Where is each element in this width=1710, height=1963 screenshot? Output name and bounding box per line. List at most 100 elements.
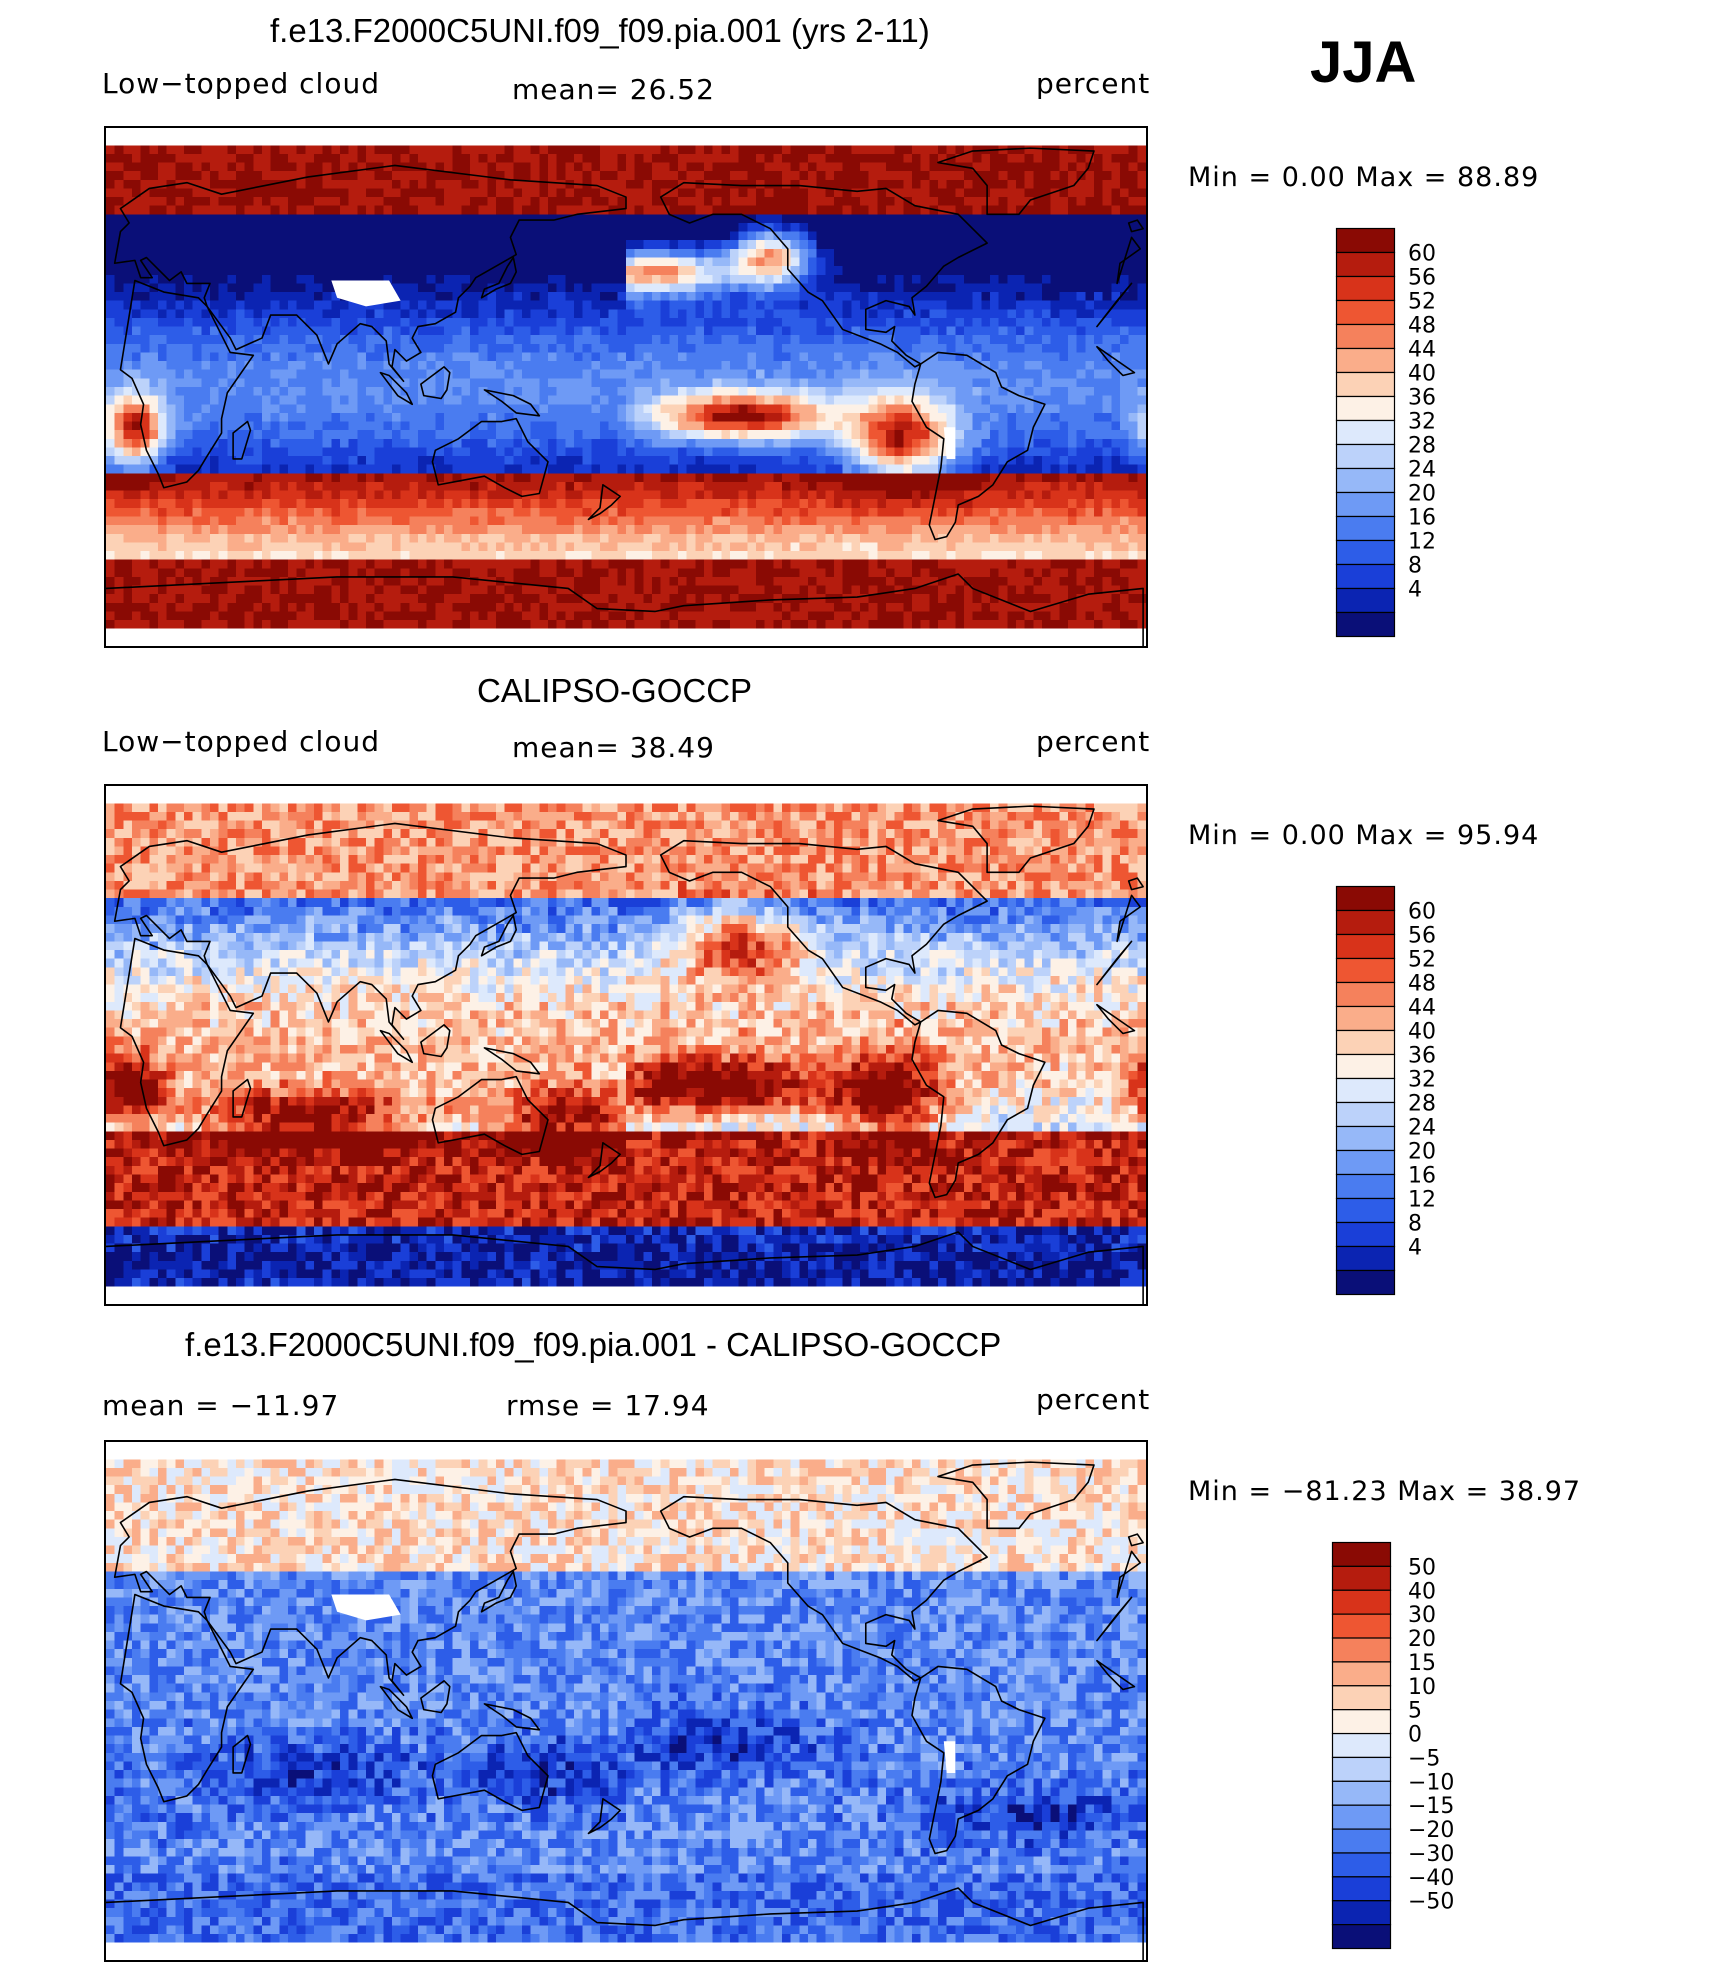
coastline-newguinea	[483, 1047, 541, 1075]
colorbar-box	[1335, 1173, 1396, 1200]
coastline-samerica	[911, 351, 1046, 541]
coastline-antarctica	[106, 1231, 1144, 1304]
panel-3-map	[104, 1440, 1148, 1962]
colorbar-level-label: 40	[1408, 1579, 1436, 1604]
coastline-africa	[1096, 282, 1133, 328]
coastline-nz	[587, 1142, 622, 1179]
coastline-africa	[119, 279, 255, 489]
coastline-eurasia	[113, 822, 627, 1041]
colorbar-level-label: 48	[1408, 314, 1436, 339]
colorbar-box	[1335, 275, 1396, 302]
colorbar-level-label: 30	[1408, 1603, 1436, 1628]
colorbar-box	[1331, 1828, 1392, 1854]
coastline-namerica	[659, 181, 988, 368]
colorbar-level-label: 28	[1408, 1092, 1436, 1117]
colorbar-box	[1335, 885, 1396, 912]
colorbar-level-label: 28	[1408, 434, 1436, 459]
colorbar-level-label: −20	[1408, 1818, 1454, 1843]
coastline-africa	[1096, 1003, 1136, 1035]
coastline-uk	[1127, 219, 1144, 233]
coastline-newguinea	[483, 389, 541, 417]
colorbar-level-label: 48	[1408, 972, 1436, 997]
colorbar-box	[1331, 1541, 1392, 1567]
colorbar-level-label: 16	[1408, 1164, 1436, 1189]
coastline-nz	[587, 1798, 622, 1835]
colorbar-box	[1331, 1924, 1392, 1950]
colorbar-box	[1335, 1245, 1396, 1272]
colorbar-level-label: 20	[1408, 1140, 1436, 1165]
colorbar-box	[1335, 1221, 1396, 1248]
panel-3-title: f.e13.F2000C5UNI.f09_f09.pia.001 - CALIP…	[185, 1328, 1001, 1361]
panel-3-map-svg	[106, 1442, 1146, 1960]
panel-3-units-label: percent	[1036, 1386, 1150, 1414]
colorbar-level-label: 15	[1408, 1651, 1436, 1676]
coastline-samerica	[911, 1009, 1046, 1199]
colorbar-box	[1335, 395, 1396, 422]
colorbar-box	[1335, 539, 1396, 566]
coastline-antarctica	[106, 1887, 1144, 1960]
panel-1-units-label: percent	[1036, 70, 1150, 98]
panel-1-minmax: Min = 0.00 Max = 88.89	[1188, 164, 1539, 191]
colorbar-level-label: 60	[1408, 242, 1436, 267]
colorbar-level-label: 60	[1408, 900, 1436, 925]
field-cells	[106, 1442, 1146, 1960]
panel-2-map-svg	[106, 786, 1146, 1304]
panel-1-mean-label: mean= 26.52	[512, 76, 715, 104]
missing-data-patch	[943, 1741, 956, 1773]
coastline-sumatra	[379, 1029, 414, 1064]
coastline-uk	[1127, 877, 1144, 891]
colorbar-box	[1335, 1197, 1396, 1224]
panel-3-mean-label: mean = −11.97	[102, 1392, 339, 1420]
colorbar-box	[1335, 491, 1396, 518]
coastline-namerica	[659, 1495, 988, 1682]
colorbar-box	[1335, 909, 1396, 936]
colorbar-level-label: 40	[1408, 1020, 1436, 1045]
coastline-madagascar	[232, 420, 252, 460]
colorbar-box	[1335, 347, 1396, 374]
coastline-antarctica	[106, 573, 1144, 646]
colorbar-level-label: 24	[1408, 458, 1436, 483]
colorbar-box	[1331, 1709, 1392, 1735]
colorbar-level-label: 52	[1408, 948, 1436, 973]
coastline-japan	[480, 256, 518, 299]
colorbar-level-label: −5	[1408, 1746, 1440, 1771]
coastline-australia	[431, 1731, 549, 1812]
colorbar-level-label: 8	[1408, 1212, 1422, 1237]
colorbar-level-label: 32	[1408, 410, 1436, 435]
colorbar-box	[1331, 1732, 1392, 1759]
colorbar-box	[1331, 1637, 1392, 1663]
colorbar-level-label: 56	[1408, 924, 1436, 949]
panel-1-map-svg	[106, 128, 1146, 646]
colorbar-box	[1335, 1149, 1396, 1176]
coastline-japan	[480, 1570, 518, 1613]
colorbar-box	[1331, 1756, 1392, 1782]
coastline-samerica	[911, 1665, 1046, 1855]
coastline-nz	[587, 484, 622, 521]
coastline-borneo	[420, 1024, 451, 1058]
season-label: JJA	[1310, 34, 1416, 92]
colorbar-level-label: −30	[1408, 1842, 1454, 1867]
colorbar-level-label: 12	[1408, 530, 1436, 555]
colorbar-level-label: 4	[1408, 578, 1422, 603]
colorbar-box	[1331, 1804, 1392, 1830]
colorbar-box	[1335, 1101, 1396, 1128]
colorbar-level-label: 56	[1408, 266, 1436, 291]
colorbar-level-label: −40	[1408, 1866, 1454, 1891]
colorbar-box	[1335, 323, 1396, 350]
panel-1-title: f.e13.F2000C5UNI.f09_f09.pia.001 (yrs 2-…	[270, 14, 930, 47]
colorbar-box	[1331, 1876, 1392, 1902]
colorbar-box	[1331, 1589, 1392, 1615]
colorbar-level-label: 0	[1408, 1723, 1422, 1748]
colorbar-box	[1335, 443, 1396, 470]
coastline-uk	[1127, 1533, 1144, 1547]
colorbar-level-label: 24	[1408, 1116, 1436, 1141]
coastline-sumatra	[379, 1685, 414, 1720]
panel-2-variable-label: Low−topped cloud	[102, 728, 380, 756]
field-cells	[106, 128, 1146, 646]
panel-3-colorbar: 50 40 30 20 15 10 5 0 −5 −10 −15 −20 −30 −40 −50	[1331, 1541, 1462, 1952]
coastline-africa	[1096, 1596, 1133, 1642]
colorbar-level-label: 16	[1408, 506, 1436, 531]
coastline-eurasia	[1116, 236, 1142, 285]
colorbar-box	[1331, 1661, 1392, 1687]
